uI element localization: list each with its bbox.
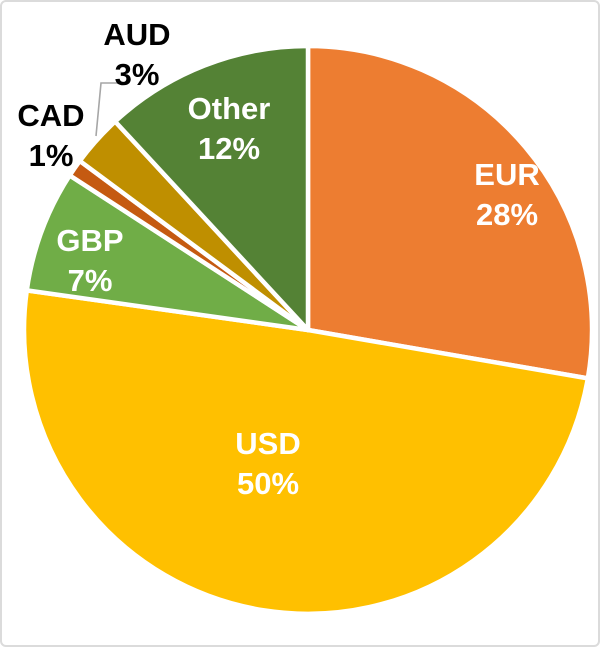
- slice-label-gbp: GBP 7%: [56, 223, 123, 298]
- slice-label-cad: CAD 1%: [17, 98, 84, 173]
- pie-slice-other: [112, 43, 311, 333]
- pie-slice-usd: [21, 288, 591, 616]
- slice-label-aud: AUD 3%: [103, 17, 170, 92]
- slice-label-eur: EUR 28%: [474, 157, 539, 232]
- slice-label-usd: USD 50%: [235, 426, 300, 501]
- pie-slice-gbp: [24, 173, 311, 333]
- slice-label-other: Other 12%: [188, 91, 271, 166]
- leader-line-aud: [95, 82, 122, 137]
- pie-slice-eur: [305, 43, 595, 381]
